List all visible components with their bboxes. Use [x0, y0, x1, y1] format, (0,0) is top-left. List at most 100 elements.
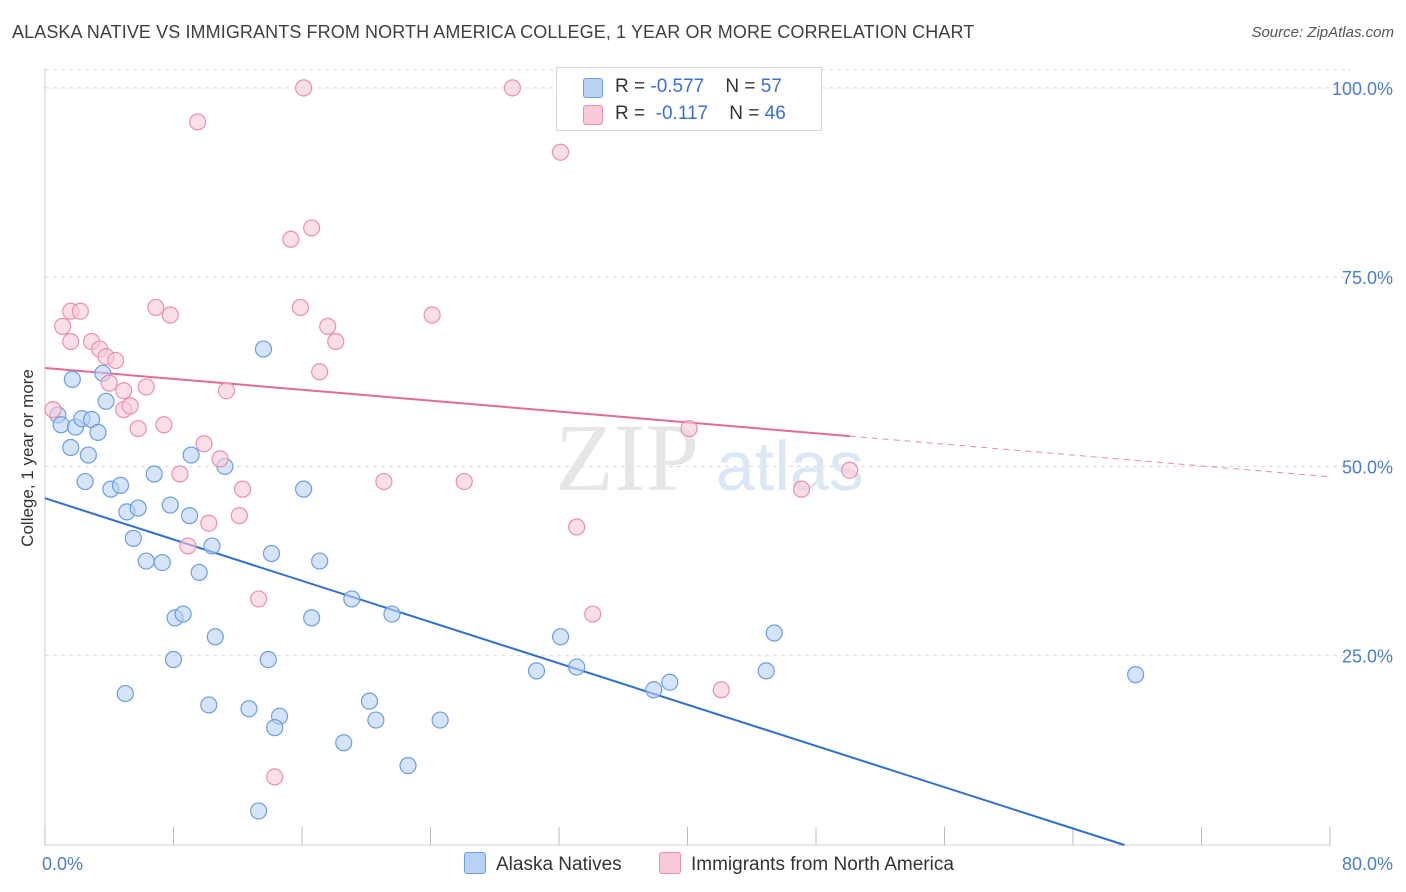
- data-point-alaska-natives: [367, 711, 385, 729]
- x-tick-label-max: 80.0%: [1342, 854, 1393, 874]
- data-point-immigrants: [107, 351, 125, 370]
- data-point-immigrants: [233, 480, 252, 498]
- data-point-alaska-natives: [343, 590, 361, 608]
- trend-layer: [44, 367, 1331, 846]
- data-point-alaska-natives: [765, 624, 783, 642]
- data-point-alaska-natives: [661, 673, 679, 691]
- r-label: R =: [615, 76, 651, 97]
- trend-line-alaska-natives: [44, 497, 1125, 846]
- data-point-immigrants: [250, 590, 268, 608]
- y-tick-label: 75.0%: [1342, 268, 1393, 288]
- data-point-alaska-natives: [360, 692, 379, 710]
- data-point-alaska-natives: [757, 662, 775, 680]
- data-point-immigrants: [712, 681, 730, 699]
- data-point-alaska-natives: [180, 507, 199, 525]
- data-point-immigrants: [129, 419, 147, 438]
- data-point-immigrants: [211, 450, 229, 468]
- correlation-legend: R = -0.577 N = 57 R = -0.117 N = 46: [556, 67, 822, 131]
- r-label: R =: [615, 103, 651, 124]
- y-axis-label: College, 1 year or more: [18, 369, 37, 547]
- data-point-alaska-natives: [200, 696, 218, 714]
- data-point-immigrants: [62, 332, 80, 351]
- data-point-alaska-natives: [52, 416, 70, 434]
- data-point-alaska-natives: [250, 802, 268, 820]
- n-label: N =: [725, 76, 761, 97]
- trend-line-immigrants: [44, 367, 850, 438]
- data-point-immigrants: [100, 374, 118, 392]
- data-point-immigrants: [303, 219, 321, 237]
- data-point-immigrants: [230, 507, 248, 525]
- data-point-immigrants: [137, 378, 155, 396]
- data-point-alaska-natives: [1127, 666, 1145, 684]
- blue-swatch: [464, 852, 486, 874]
- legend-item-immigrants: Immigrants from North America: [659, 852, 954, 876]
- watermark-atlas: atlas: [716, 427, 864, 505]
- data-point-immigrants: [327, 332, 345, 351]
- r-value: -0.577: [650, 76, 705, 97]
- source-label: Source: ZipAtlas.com: [1251, 24, 1394, 41]
- data-point-alaska-natives: [399, 756, 417, 775]
- points-layer: [44, 79, 1145, 820]
- data-point-immigrants: [295, 79, 313, 97]
- data-point-immigrants: [584, 605, 602, 623]
- data-point-alaska-natives: [295, 480, 313, 498]
- legend-label: Alaska Natives: [496, 854, 622, 875]
- data-point-immigrants: [680, 419, 698, 438]
- data-point-immigrants: [195, 435, 213, 453]
- pink-swatch: [659, 852, 681, 874]
- data-point-immigrants: [291, 298, 309, 317]
- axes-layer: [44, 68, 1331, 846]
- data-point-immigrants: [54, 317, 72, 335]
- data-point-alaska-natives: [206, 628, 224, 646]
- data-point-alaska-natives: [164, 650, 183, 669]
- data-point-alaska-natives: [552, 628, 570, 646]
- labels-layer: 25.0% 50.0% 75.0% 100.0% 0.0% 80.0% College, 1…: [18, 79, 1393, 874]
- data-point-immigrants: [423, 306, 441, 324]
- data-point-alaska-natives: [97, 392, 115, 410]
- data-point-alaska-natives: [266, 719, 284, 737]
- n-value: 46: [764, 103, 786, 124]
- data-point-alaska-natives: [203, 537, 221, 555]
- data-point-alaska-natives: [527, 662, 546, 680]
- data-point-alaska-natives: [303, 609, 321, 627]
- data-point-immigrants: [319, 317, 337, 335]
- n-value: 57: [760, 76, 782, 97]
- data-point-immigrants: [115, 382, 133, 400]
- pink-swatch: [583, 105, 603, 125]
- trend-extension-immigrants: [849, 435, 1331, 478]
- data-point-immigrants: [121, 397, 139, 415]
- data-point-immigrants: [217, 382, 236, 400]
- data-point-alaska-natives: [62, 438, 80, 457]
- data-point-alaska-natives: [124, 529, 142, 547]
- data-point-alaska-natives: [174, 605, 192, 623]
- data-point-alaska-natives: [76, 472, 94, 491]
- data-point-alaska-natives: [259, 650, 277, 669]
- r-value: -0.117: [655, 103, 709, 124]
- watermark-zip: ZIP: [555, 404, 699, 511]
- data-point-immigrants: [375, 472, 393, 491]
- data-point-immigrants: [455, 472, 473, 491]
- data-point-immigrants: [179, 537, 197, 555]
- y-tick-label: 100.0%: [1332, 79, 1393, 99]
- legend-item-alaska-natives: Alaska Natives: [464, 852, 622, 876]
- y-tick-label: 50.0%: [1342, 457, 1393, 477]
- data-point-immigrants: [44, 401, 62, 419]
- legend-label: Immigrants from North America: [691, 854, 954, 875]
- data-point-immigrants: [311, 363, 329, 381]
- y-tick-label: 25.0%: [1342, 647, 1393, 667]
- data-point-alaska-natives: [153, 553, 171, 572]
- data-point-alaska-natives: [161, 496, 179, 514]
- data-point-alaska-natives: [335, 734, 353, 752]
- data-point-immigrants: [282, 230, 300, 248]
- data-point-immigrants: [161, 306, 179, 324]
- data-point-immigrants: [147, 298, 165, 317]
- data-point-alaska-natives: [63, 370, 81, 388]
- data-point-alaska-natives: [645, 681, 663, 699]
- data-point-immigrants: [503, 79, 522, 97]
- data-point-immigrants: [200, 514, 218, 532]
- chart-title: ALASKA NATIVE VS IMMIGRANTS FROM NORTH A…: [12, 22, 975, 42]
- blue-swatch: [583, 78, 603, 98]
- data-point-alaska-natives: [431, 711, 449, 729]
- data-point-alaska-natives: [137, 552, 155, 570]
